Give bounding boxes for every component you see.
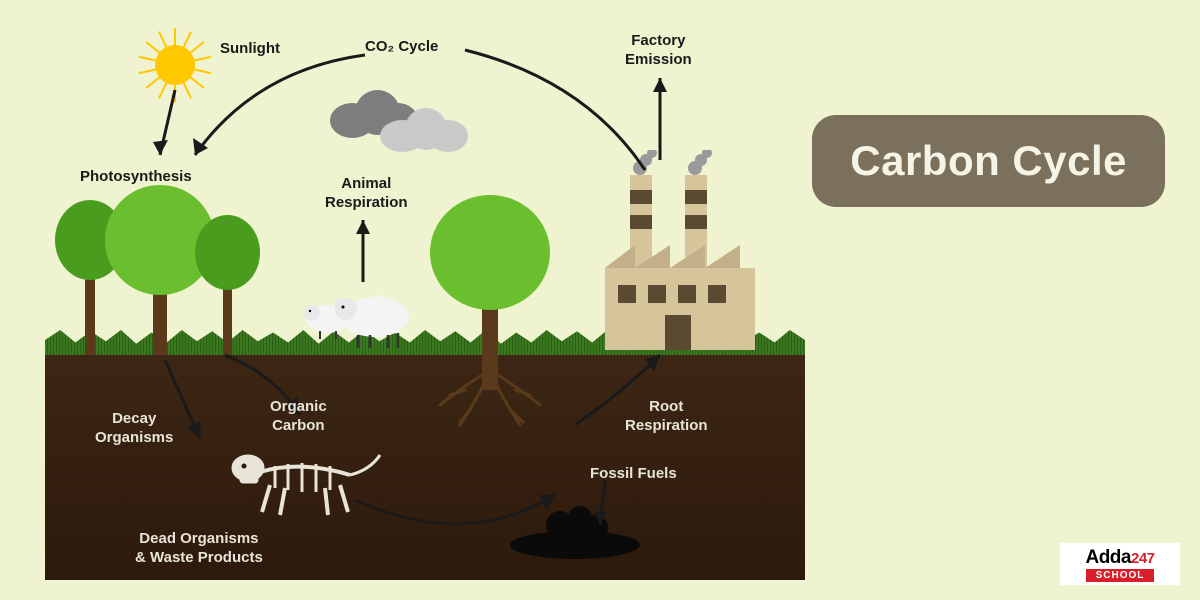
sheep-front — [330, 285, 415, 350]
cloud-light-icon — [380, 105, 470, 155]
logo-text-red: 247 — [1131, 550, 1155, 567]
factory-icon — [600, 150, 760, 355]
label-fossil-fuels: Fossil Fuels — [590, 465, 677, 484]
tree-left-3 — [195, 215, 260, 355]
label-photosynthesis: Photosynthesis — [80, 168, 192, 187]
page-title: Carbon Cycle — [812, 115, 1165, 207]
label-decay-organisms: Decay Organisms — [95, 410, 173, 448]
label-co2-cycle: CO₂ Cycle — [365, 38, 438, 57]
skeleton-icon — [220, 440, 390, 525]
tree-center — [430, 195, 550, 425]
fossil-fuel-icon — [505, 500, 645, 560]
label-organic-carbon: Organic Carbon — [270, 398, 327, 436]
brand-logo: Adda247 SCHOOL — [1060, 543, 1180, 585]
label-dead-organisms: Dead Organisms & Waste Products — [135, 530, 263, 568]
logo-subtext: SCHOOL — [1086, 569, 1155, 582]
label-sunlight: Sunlight — [220, 40, 280, 59]
logo-text-black: Adda — [1085, 547, 1131, 568]
carbon-cycle-diagram: Sunlight CO₂ Cycle Factory Emission Phot… — [45, 20, 805, 580]
label-animal-respiration: Animal Respiration — [325, 175, 408, 213]
sun-icon — [140, 30, 210, 100]
label-root-respiration: Root Respiration — [625, 398, 708, 436]
label-factory-emission: Factory Emission — [625, 32, 692, 70]
